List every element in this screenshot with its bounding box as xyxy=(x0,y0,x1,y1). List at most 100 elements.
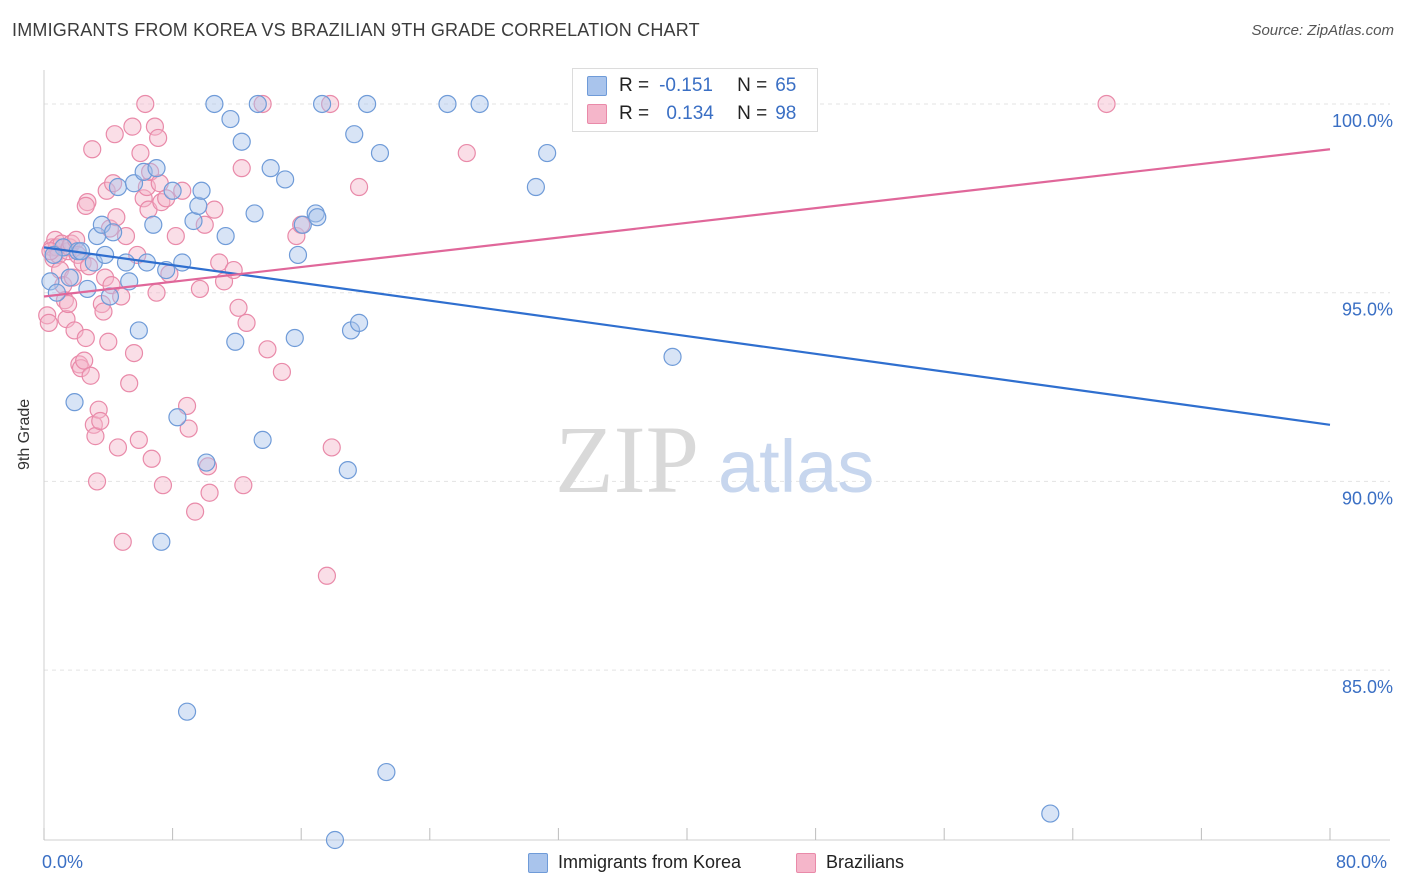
watermark-atlas: atlas xyxy=(718,425,874,508)
legend-korea-label: Immigrants from Korea xyxy=(558,852,742,872)
brazil-point-71 xyxy=(186,502,205,521)
korea-point-36 xyxy=(232,132,251,151)
korea-point-47 xyxy=(312,94,332,114)
korea-point-27 xyxy=(177,702,197,721)
korea-point-30 xyxy=(192,181,211,200)
korea-point-34 xyxy=(221,109,240,129)
korea-point-38 xyxy=(248,94,267,114)
korea-point-63 xyxy=(44,245,63,265)
korea-point-43 xyxy=(288,245,308,265)
korea-point-53 xyxy=(358,94,377,114)
korea-swatch xyxy=(587,76,607,96)
stats-row-brazil: R = 0.134 N = 98 xyxy=(587,101,796,127)
brazil-point-89 xyxy=(317,566,337,585)
watermark: ZIP atlas xyxy=(555,406,874,513)
brazil-point-85 xyxy=(258,340,277,359)
brazil-point-59 xyxy=(145,117,165,136)
brazil-point-94 xyxy=(1097,94,1116,114)
watermark-zip: ZIP xyxy=(555,406,699,513)
legend-item-korea[interactable]: Immigrants from Korea xyxy=(528,852,741,873)
brazil-point-64 xyxy=(153,476,173,495)
korea-point-42 xyxy=(285,328,304,348)
brazil-point-0 xyxy=(38,306,57,325)
korea-point-41 xyxy=(276,170,295,189)
stats-box: R = -0.151 N = 65 R = 0.134 N = 98 xyxy=(572,68,818,132)
brazil-point-31 xyxy=(89,400,108,419)
korea-point-49 xyxy=(338,460,357,480)
brazil-point-81 xyxy=(232,159,251,178)
brazil-r-label: R = xyxy=(619,103,650,124)
brazil-point-22 xyxy=(75,351,94,370)
korea-point-26 xyxy=(173,253,192,272)
korea-point-3 xyxy=(60,268,79,287)
korea-point-31 xyxy=(197,453,216,472)
brazil-point-95 xyxy=(76,196,95,215)
source-label: Source: ZipAtlas.com xyxy=(1251,22,1394,39)
brazil-r-value: 0.134 xyxy=(666,103,714,124)
brazil-point-61 xyxy=(149,128,168,148)
x-tick-label-min: 0.0% xyxy=(42,852,84,872)
brazil-point-47 xyxy=(120,374,139,393)
korea-point-40 xyxy=(261,159,280,178)
brazil-point-84 xyxy=(253,94,272,114)
korea-point-24 xyxy=(163,181,182,200)
brazil-point-70 xyxy=(179,419,198,438)
y-tick-label-100: 100.0% xyxy=(1332,111,1393,131)
korea-point-46 xyxy=(308,208,327,227)
y-tick-label-95: 95.0% xyxy=(1342,300,1393,320)
brazil-point-75 xyxy=(200,483,219,502)
brazil-point-54 xyxy=(136,94,155,114)
korea-n-label: N = xyxy=(737,75,768,96)
korea-point-4 xyxy=(65,393,84,412)
brazil-point-93 xyxy=(457,143,476,163)
brazil-point-52 xyxy=(131,143,150,163)
korea-point-21 xyxy=(147,159,166,178)
korea-point-29 xyxy=(189,196,208,215)
korea-point-56 xyxy=(438,94,457,114)
brazil-points xyxy=(38,94,1116,585)
brazil-point-82 xyxy=(234,476,253,495)
y-tick-label-90: 90.0% xyxy=(1342,488,1393,508)
gridlines xyxy=(44,103,1390,671)
brazil-point-43 xyxy=(108,438,128,457)
korea-point-0 xyxy=(41,272,60,291)
brazil-point-67 xyxy=(166,226,185,246)
brazil-point-35 xyxy=(95,268,115,287)
korea-point-54 xyxy=(370,143,390,163)
brazil-point-87 xyxy=(287,226,306,246)
korea-point-39 xyxy=(253,430,272,450)
korea-point-55 xyxy=(377,762,396,782)
brazil-point-60 xyxy=(147,283,166,302)
brazil-trend-line xyxy=(43,148,1331,298)
brazil-point-58 xyxy=(142,449,161,468)
brazil-point-76 xyxy=(205,200,224,219)
brazil-point-45 xyxy=(113,532,132,551)
y-tick-label-85: 85.0% xyxy=(1342,677,1393,697)
chart-title: IMMIGRANTS FROM KOREA VS BRAZILIAN 9TH G… xyxy=(12,20,700,40)
brazil-point-42 xyxy=(107,208,126,227)
x-tick-label-max: 80.0% xyxy=(1336,852,1388,872)
korea-point-28 xyxy=(184,211,203,231)
korea-r-value: -0.151 xyxy=(659,75,713,96)
legend-brazil-label: Brazilians xyxy=(826,852,905,872)
legend-item-brazil[interactable]: Brazilians xyxy=(796,852,904,873)
korea-points xyxy=(41,94,1060,850)
korea-point-35 xyxy=(226,332,245,351)
axes xyxy=(43,70,1390,841)
brazil-point-91 xyxy=(322,438,341,457)
brazil-n-value: 98 xyxy=(775,103,797,124)
brazil-point-86 xyxy=(272,362,292,382)
korea-point-1 xyxy=(47,283,66,302)
korea-point-52 xyxy=(349,313,369,332)
brazil-point-34 xyxy=(94,302,113,321)
brazil-point-80 xyxy=(229,298,248,317)
korea-point-48 xyxy=(325,830,345,850)
korea-point-20 xyxy=(144,215,163,234)
brazil-n-label: N = xyxy=(737,103,768,124)
brazil-point-41 xyxy=(105,125,124,144)
legend-brazil-swatch xyxy=(796,852,816,873)
brazil-point-26 xyxy=(81,366,100,385)
korea-point-51 xyxy=(345,125,364,144)
korea-point-58 xyxy=(526,177,545,197)
